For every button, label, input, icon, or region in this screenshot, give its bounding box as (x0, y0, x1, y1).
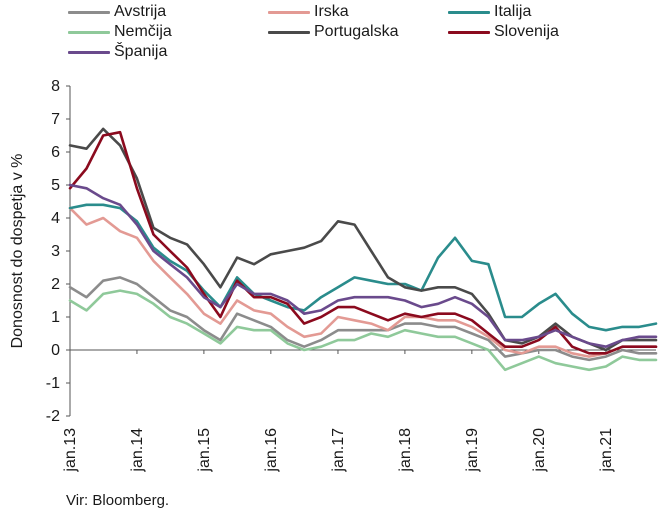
legend-label: Portugalska (314, 23, 399, 40)
legend-item: Nemčija (68, 22, 172, 42)
y-tick-label: 7 (51, 111, 60, 128)
x-tick-label: jan.15 (196, 428, 213, 473)
x-tick-label: jan.16 (263, 428, 280, 473)
y-tick-label: 3 (51, 243, 60, 260)
x-tick-label: jan.17 (330, 428, 347, 473)
y-tick-label: 2 (51, 276, 60, 293)
series-line-nemcija (68, 289, 658, 372)
source-note: Vir: Bloomberg. (66, 492, 170, 509)
series-line-avstrija (68, 276, 658, 362)
legend-label: Slovenija (494, 23, 559, 40)
y-tick-label: 5 (51, 177, 60, 194)
y-axis-title: Donosnost do dospetja v % (9, 154, 26, 349)
y-tick-label: 1 (51, 309, 60, 326)
y-tick-label: 6 (51, 144, 60, 161)
series-line-portugalska (68, 127, 658, 352)
legend-label: Španija (114, 43, 168, 60)
legend-item: Portugalska (268, 22, 399, 42)
legend-swatch (448, 10, 490, 14)
y-tick-label: 0 (51, 342, 60, 359)
legend-swatch (268, 30, 310, 34)
x-tick-label: jan.13 (62, 428, 79, 473)
legend-swatch (68, 50, 110, 54)
x-tick-label: jan.20 (531, 428, 548, 473)
series-line-slovenija (68, 130, 658, 355)
x-tick-label: jan.14 (129, 428, 146, 473)
series-line-italija (68, 203, 658, 332)
x-tick-label: jan.21 (598, 428, 615, 473)
legend-swatch (68, 10, 110, 14)
legend-label: Italija (494, 3, 532, 20)
legend-item: Italija (448, 2, 531, 22)
series-line-irska (68, 206, 658, 358)
y-tick-label: -2 (46, 408, 60, 425)
legend-label: Irska (314, 3, 349, 20)
legend-label: Avstrija (114, 3, 167, 20)
legend-swatch (448, 30, 490, 34)
legend-item: Španija (68, 42, 167, 62)
x-tick-label: jan.19 (464, 428, 481, 473)
y-tick-label: 4 (51, 210, 60, 227)
series-line-spanija (68, 183, 658, 349)
y-tick-label: -1 (46, 375, 60, 392)
legend-item: Slovenija (448, 22, 559, 42)
legend-swatch (268, 10, 310, 14)
legend-item: Irska (268, 2, 349, 22)
legend-label: Nemčija (114, 23, 172, 40)
legend-item: Avstrija (68, 2, 166, 22)
x-tick-label: jan.18 (397, 428, 414, 473)
legend-swatch (68, 30, 110, 34)
y-tick-label: 8 (51, 78, 60, 95)
